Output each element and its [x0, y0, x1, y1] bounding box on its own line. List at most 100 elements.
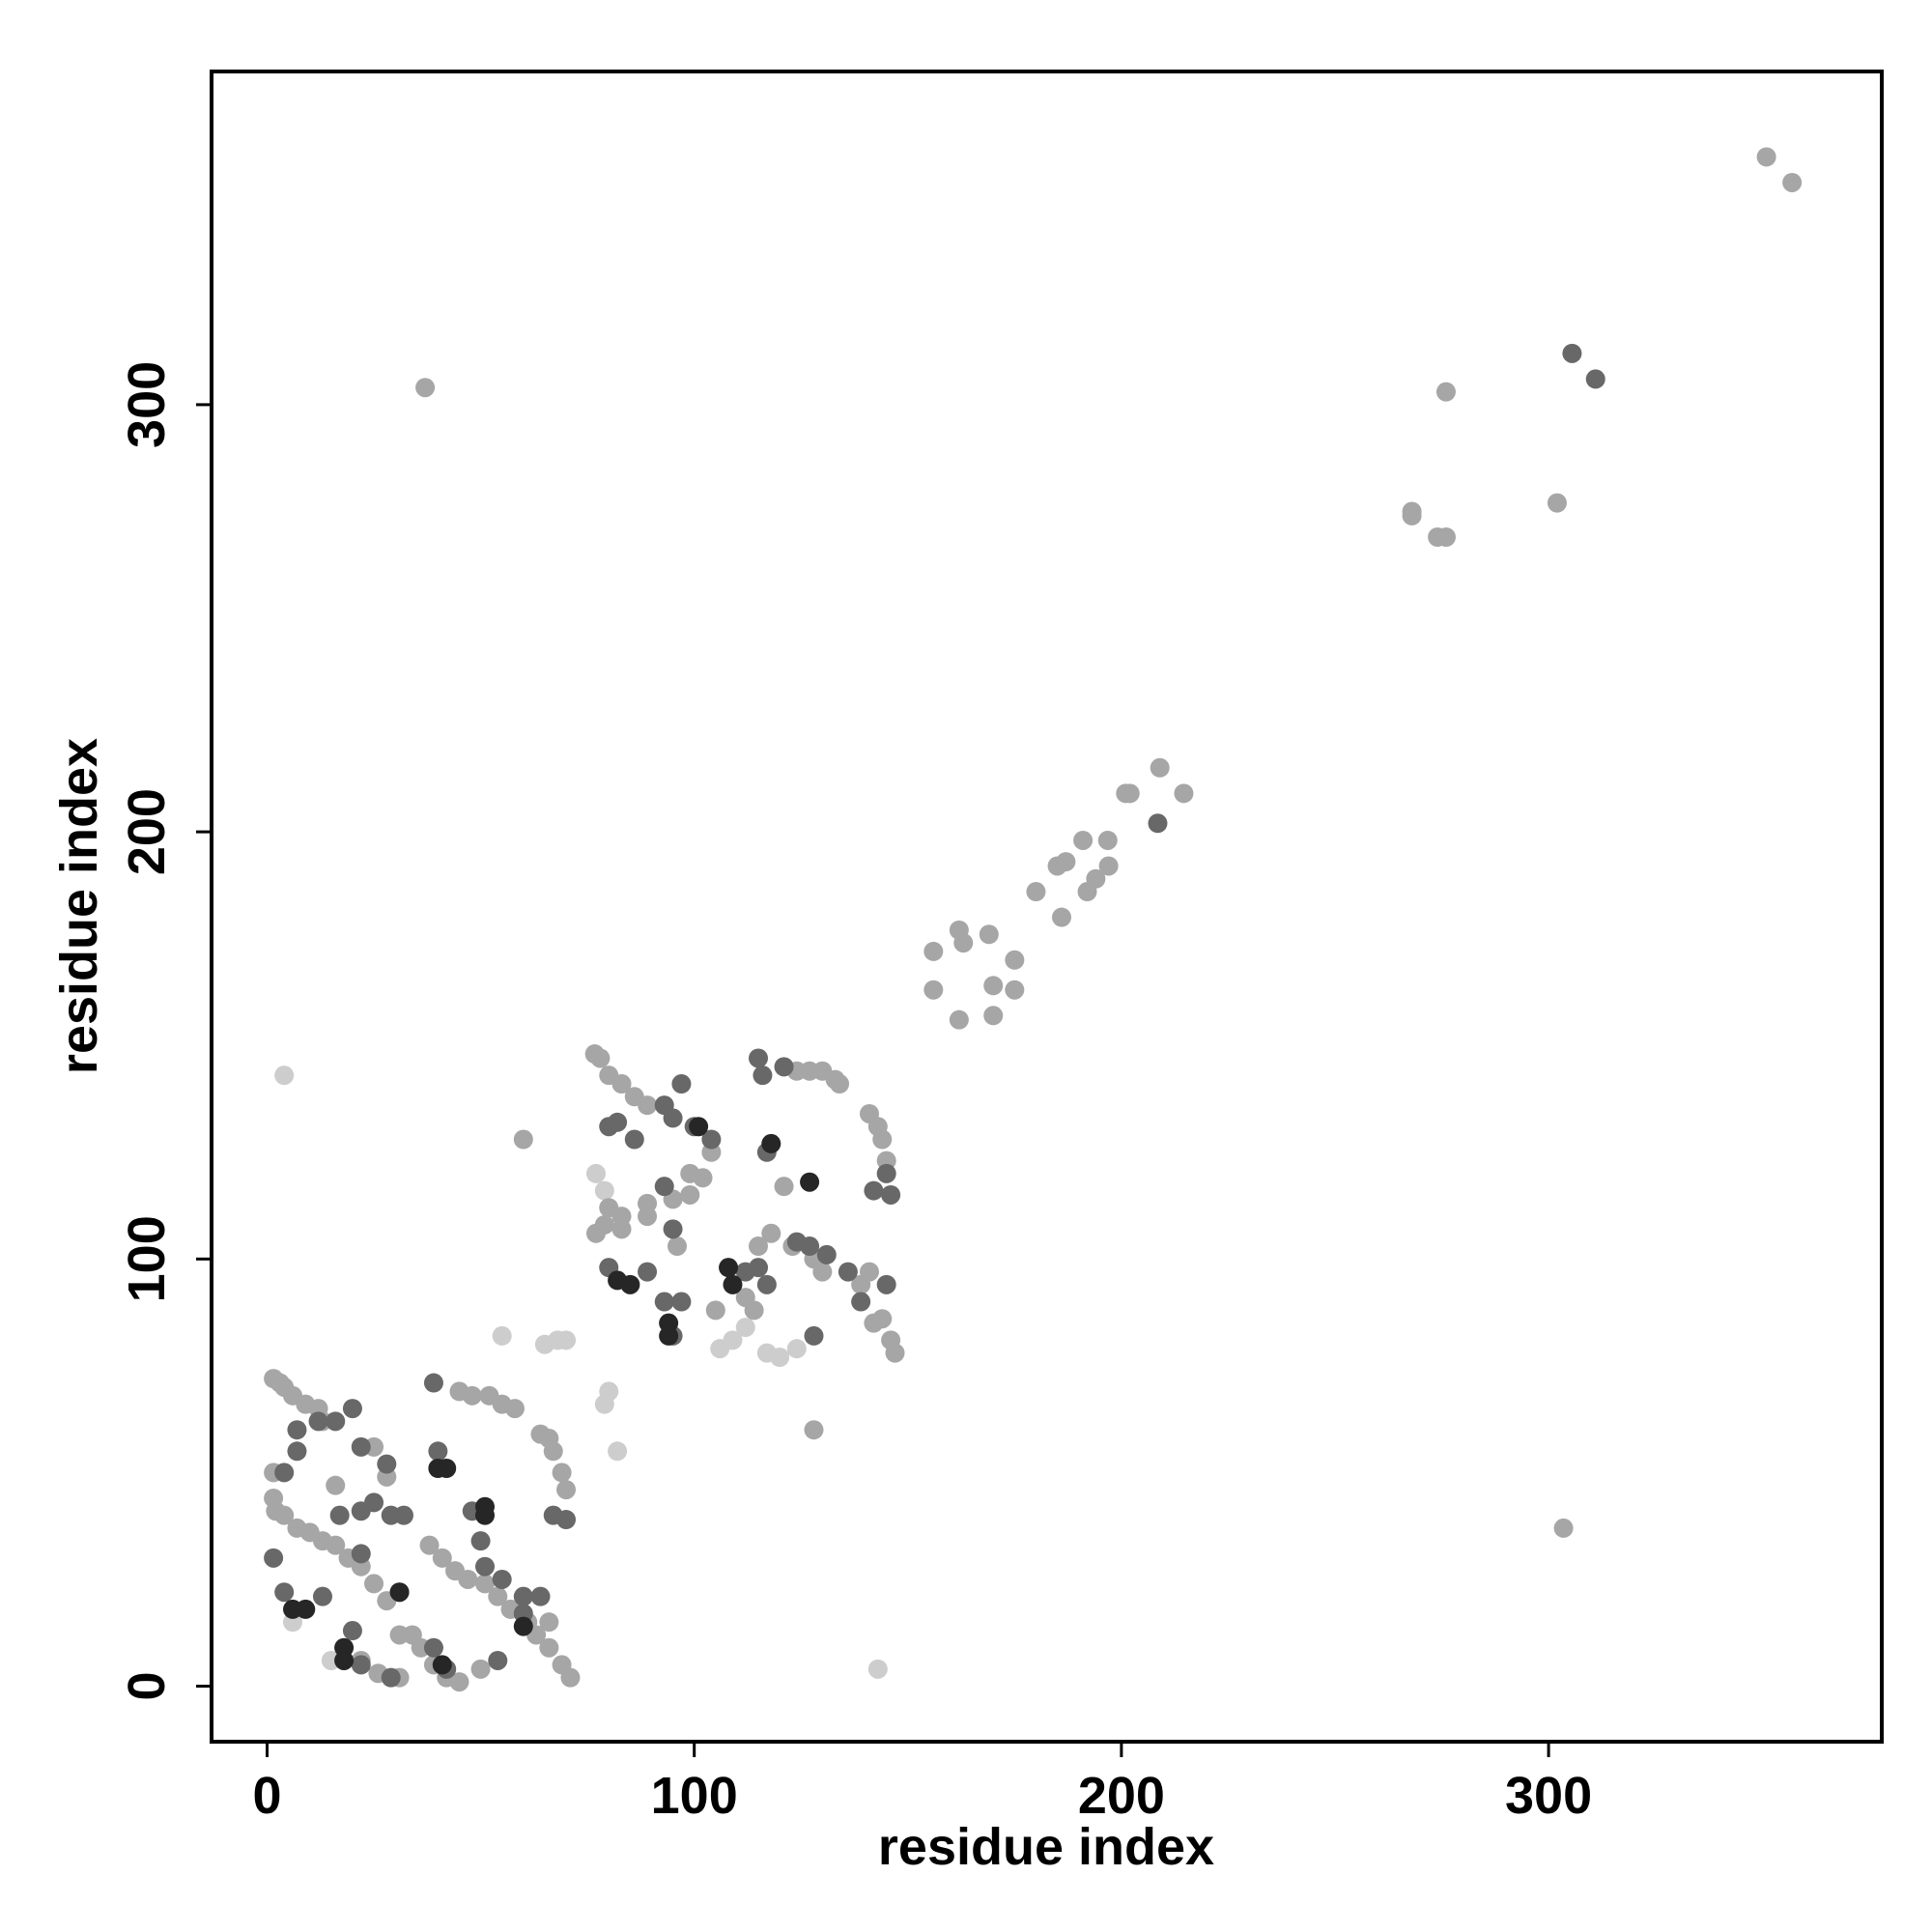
- point: [312, 1586, 332, 1606]
- point: [923, 941, 944, 961]
- y-tick-label: 300: [118, 361, 176, 448]
- point: [1148, 813, 1168, 834]
- point: [876, 1163, 896, 1183]
- point: [872, 1129, 893, 1150]
- point: [381, 1667, 401, 1688]
- point: [983, 1006, 1004, 1026]
- x-tick-label: 0: [252, 1767, 281, 1825]
- point: [838, 1262, 858, 1282]
- point: [719, 1258, 739, 1278]
- point: [872, 1309, 893, 1329]
- point: [1097, 830, 1118, 850]
- point: [786, 1339, 807, 1359]
- point: [351, 1655, 371, 1675]
- x-tick-label: 100: [651, 1767, 738, 1825]
- point: [423, 1637, 443, 1658]
- point: [1782, 172, 1803, 192]
- point: [287, 1420, 307, 1440]
- point: [585, 1163, 606, 1183]
- point: [552, 1463, 572, 1483]
- point: [659, 1325, 679, 1346]
- point: [1174, 783, 1194, 804]
- point: [744, 1300, 764, 1321]
- point: [756, 1343, 777, 1363]
- point: [377, 1454, 397, 1474]
- point: [638, 1262, 658, 1282]
- point: [761, 1223, 781, 1243]
- point: [264, 1548, 284, 1568]
- point: [804, 1420, 824, 1440]
- point: [475, 1556, 496, 1577]
- point: [689, 1117, 709, 1137]
- point: [864, 1180, 884, 1201]
- point: [492, 1569, 512, 1589]
- point: [1098, 856, 1119, 876]
- point: [680, 1184, 700, 1205]
- point: [475, 1574, 496, 1594]
- point: [753, 1065, 773, 1086]
- point: [308, 1411, 328, 1432]
- point: [470, 1531, 491, 1551]
- point: [364, 1492, 384, 1513]
- point: [923, 980, 944, 1000]
- point: [364, 1574, 384, 1594]
- point: [611, 1074, 632, 1094]
- y-tick-label: 100: [118, 1215, 176, 1302]
- y-axis-title: residue index: [50, 738, 108, 1074]
- point: [663, 1108, 683, 1128]
- point: [804, 1325, 824, 1346]
- point: [881, 1184, 901, 1205]
- point: [710, 1339, 730, 1359]
- point: [876, 1274, 896, 1294]
- point: [1562, 343, 1582, 363]
- point: [351, 1436, 371, 1457]
- point: [749, 1048, 769, 1068]
- y-tick-label: 0: [118, 1671, 176, 1700]
- x-tick-label: 300: [1505, 1767, 1592, 1825]
- point: [342, 1621, 362, 1641]
- x-tick-label: 200: [1078, 1767, 1165, 1825]
- point: [1073, 830, 1094, 850]
- point: [1051, 907, 1071, 927]
- point: [274, 1065, 295, 1086]
- point: [671, 1074, 692, 1094]
- point: [419, 1535, 440, 1555]
- point: [556, 1510, 577, 1530]
- point: [274, 1505, 295, 1525]
- point: [530, 1586, 551, 1606]
- point: [663, 1219, 683, 1239]
- point: [492, 1325, 512, 1346]
- point: [667, 1236, 687, 1257]
- point: [462, 1385, 482, 1406]
- point: [979, 924, 999, 945]
- point: [611, 1219, 632, 1239]
- point: [560, 1667, 581, 1688]
- point: [1150, 757, 1170, 778]
- point: [638, 1095, 658, 1116]
- point: [449, 1672, 469, 1692]
- point: [620, 1274, 640, 1294]
- point: [428, 1441, 448, 1462]
- plot-frame: [210, 70, 1884, 1744]
- point: [432, 1548, 452, 1568]
- point: [470, 1659, 491, 1679]
- point: [983, 976, 1004, 996]
- point: [851, 1292, 871, 1312]
- point: [351, 1544, 371, 1564]
- point: [326, 1535, 346, 1555]
- point: [326, 1475, 346, 1495]
- point: [1435, 382, 1456, 402]
- point: [671, 1292, 692, 1312]
- point: [543, 1441, 563, 1462]
- point: [458, 1569, 478, 1589]
- point: [1077, 882, 1097, 902]
- point: [296, 1599, 316, 1619]
- point: [693, 1168, 713, 1188]
- point: [423, 1373, 443, 1393]
- point: [274, 1463, 295, 1483]
- point: [638, 1207, 658, 1227]
- point: [705, 1300, 725, 1321]
- point: [594, 1214, 614, 1235]
- plot-area: [264, 147, 1803, 1692]
